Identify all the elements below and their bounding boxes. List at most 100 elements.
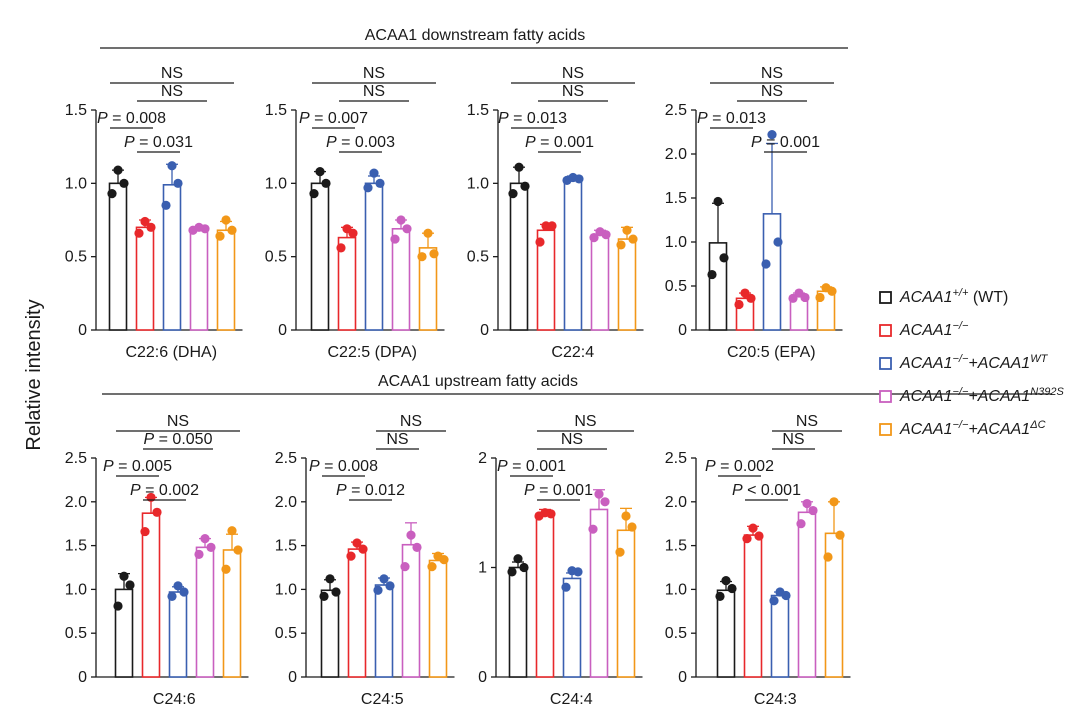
data-point-wt xyxy=(514,162,524,172)
y-tick-label: 1.5 xyxy=(65,538,87,555)
data-point-ko_dc xyxy=(815,292,825,303)
y-tick-label: 1.5 xyxy=(275,538,297,555)
bar-wt xyxy=(509,182,529,331)
data-point-ko_n392s xyxy=(406,530,416,540)
data-point-ko xyxy=(541,221,551,231)
data-point-ko_dc xyxy=(621,511,631,521)
bar-ko_n392s xyxy=(195,546,215,678)
bar-ko_dc xyxy=(222,549,242,678)
data-point-ko xyxy=(746,293,756,303)
data-point-ko_n392s xyxy=(796,519,806,529)
data-point-ko_dc xyxy=(615,547,625,557)
bar-ko_dc xyxy=(428,559,448,678)
data-point-ko_wt xyxy=(363,183,373,193)
bar-ko_n392s xyxy=(391,228,411,331)
data-point-ko_wt xyxy=(567,566,577,576)
y-tick-label: 0.5 xyxy=(65,625,87,642)
panel-title-c20-5-epa: C20:5 (EPA) xyxy=(727,344,816,361)
data-point-ko xyxy=(342,224,352,234)
bar-wt xyxy=(114,588,134,678)
data-point-wt xyxy=(107,189,117,199)
y-tick-label: 1.0 xyxy=(467,175,489,192)
data-point-ko xyxy=(134,228,144,238)
y-tick-label: 2.0 xyxy=(275,494,297,511)
data-point-ko_wt xyxy=(385,581,395,591)
data-point-ko_dc xyxy=(221,215,231,225)
panel-title-c24-6: C24:6 xyxy=(153,691,196,708)
panel-title-c24-4: C24:4 xyxy=(550,691,593,708)
data-point-wt xyxy=(727,583,737,594)
significance-label: P = 0.012 xyxy=(336,482,405,499)
y-tick-label: 1.5 xyxy=(665,190,687,207)
data-point-ko_dc xyxy=(227,225,237,235)
bar-wt xyxy=(310,182,330,331)
significance-label: P = 0.007 xyxy=(299,110,368,127)
y-tick-label: 2.5 xyxy=(665,450,687,467)
bar-ko_wt xyxy=(162,184,182,331)
y-tick-label: 0 xyxy=(278,322,287,339)
bar-ko xyxy=(141,512,161,678)
data-point-wt xyxy=(719,253,729,263)
bar-ko_wt xyxy=(762,213,782,331)
bar-ko_wt xyxy=(770,594,790,678)
section-title-downstream: ACAA1 downstream fatty acids xyxy=(365,27,586,44)
data-point-ko_n392s xyxy=(206,542,216,552)
significance-label: P = 0.005 xyxy=(103,458,172,475)
data-point-wt xyxy=(508,189,518,199)
significance-label: NS xyxy=(161,65,183,82)
data-point-ko_dc xyxy=(622,225,632,235)
data-point-ko xyxy=(535,237,545,247)
data-point-wt xyxy=(321,178,331,188)
y-tick-label: 0 xyxy=(678,669,687,686)
significance-label: NS xyxy=(574,413,596,430)
y-tick-label: 2.5 xyxy=(275,450,297,467)
data-point-ko xyxy=(754,531,764,541)
bar-ko_wt xyxy=(168,591,188,678)
data-point-ko xyxy=(146,222,156,232)
significance-label: NS xyxy=(761,83,783,100)
data-point-ko_dc xyxy=(417,252,427,262)
data-point-wt xyxy=(519,562,529,573)
data-point-ko_wt xyxy=(173,581,183,591)
data-point-ko_n392s xyxy=(390,234,400,244)
y-tick-label: 0.5 xyxy=(467,249,489,266)
data-point-wt xyxy=(119,571,129,581)
data-point-ko_wt xyxy=(767,130,777,140)
data-point-ko_dc xyxy=(433,551,443,561)
data-point-ko_n392s xyxy=(402,224,412,234)
data-point-ko_dc xyxy=(616,240,626,250)
y-tick-label: 2.0 xyxy=(665,494,687,511)
data-point-ko_wt xyxy=(769,596,779,606)
y-tick-label: 1.5 xyxy=(665,538,687,555)
panel-title-c22-5-dpa: C22:5 (DPA) xyxy=(327,344,417,361)
legend-swatch-wt xyxy=(879,291,892,304)
bar-ko_dc xyxy=(616,529,636,678)
data-point-wt xyxy=(315,167,325,177)
data-point-ko_wt xyxy=(161,200,171,210)
y-tick-label: 0.5 xyxy=(665,278,687,295)
data-point-ko_wt xyxy=(561,582,571,592)
data-point-ko_dc xyxy=(835,530,845,540)
data-point-wt xyxy=(325,574,335,584)
legend-label-ko_wt: ACAA1−/−+ACAA1WT xyxy=(899,353,1049,372)
significance-label: NS xyxy=(386,431,408,448)
y-tick-label: 0.5 xyxy=(275,625,297,642)
data-point-wt xyxy=(713,196,723,207)
data-point-ko_wt xyxy=(773,237,783,247)
data-point-wt xyxy=(309,189,319,199)
data-point-ko_dc xyxy=(423,228,433,238)
significance-label: NS xyxy=(562,65,584,82)
y-tick-label: 0.5 xyxy=(265,249,287,266)
data-point-wt xyxy=(507,567,517,577)
data-point-wt xyxy=(520,181,530,191)
y-tick-label: 1.0 xyxy=(65,175,87,192)
bar-wt xyxy=(108,182,128,331)
bar-ko_wt xyxy=(562,577,582,678)
data-point-wt xyxy=(715,591,725,602)
y-tick-label: 0 xyxy=(288,669,297,686)
